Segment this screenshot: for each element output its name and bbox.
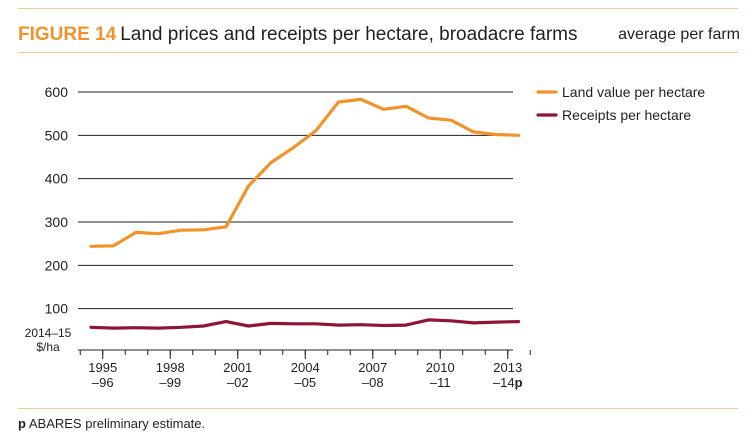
x-tick-label-year-3: 2004 xyxy=(291,360,320,375)
x-tick-label-suffix: p xyxy=(515,375,523,390)
x-tick-label-year-6: 2013 xyxy=(493,360,522,375)
footnote: p ABARES preliminary estimate. xyxy=(18,416,205,431)
x-tick-label-span-0: –96 xyxy=(92,375,114,390)
y-axis-label-period: 2014–15 xyxy=(25,326,72,340)
legend: Land value per hectare Receipts per hecta… xyxy=(536,84,705,123)
series-line-1 xyxy=(89,318,521,330)
x-axis: 1995–961998–992001–022004–052007–082010–… xyxy=(78,349,531,390)
legend-label-0: Land value per hectare xyxy=(562,84,705,100)
x-tick-label-year-2: 2001 xyxy=(223,360,252,375)
x-tick-label-span-2: –02 xyxy=(227,375,249,390)
x-tick-label-year-5: 2010 xyxy=(426,360,455,375)
legend-label-1: Receipts per hectare xyxy=(562,107,691,123)
figure-label: FIGURE 14 xyxy=(18,24,117,45)
series-line-0 xyxy=(89,97,521,248)
x-tick-label-year-4: 2007 xyxy=(358,360,387,375)
figure-title-row: FIGURE 14 Land prices and receipts per he… xyxy=(18,24,740,52)
x-tick-label-year-1: 1998 xyxy=(156,360,185,375)
y-tick-label-400: 400 xyxy=(45,171,69,187)
y-axis-label-unit: $/ha xyxy=(36,340,60,354)
figure-subtitle: average per farm xyxy=(618,26,740,43)
footnote-marker: p xyxy=(18,416,26,431)
title-rule xyxy=(18,52,738,53)
x-tick-label-span-6: –14p xyxy=(493,375,523,390)
x-tick-label-year-0: 1995 xyxy=(88,360,117,375)
series-lines xyxy=(89,97,521,330)
x-tick-label-span-5: –11 xyxy=(430,375,451,390)
line-chart: 100 200 300 400 500 600 2014–15 $/ha 1995–96 1… xyxy=(25,84,706,390)
y-tick-label-600: 600 xyxy=(45,84,69,100)
y-tick-label-100: 100 xyxy=(45,301,69,317)
x-tick-label-span-1: –99 xyxy=(159,375,181,390)
x-tick-label-span-3: –05 xyxy=(294,375,316,390)
top-rule xyxy=(18,8,738,9)
figure-title: Land prices and receipts per hectare, br… xyxy=(120,24,578,45)
grid-lines xyxy=(78,91,513,310)
bottom-rule xyxy=(18,408,738,409)
y-tick-label-500: 500 xyxy=(45,127,69,143)
y-tick-labels: 100 200 300 400 500 600 xyxy=(45,84,69,317)
y-tick-label-200: 200 xyxy=(45,257,69,273)
x-tick-label-span-4: –08 xyxy=(362,375,384,390)
y-tick-label-300: 300 xyxy=(45,214,69,230)
footnote-text: ABARES preliminary estimate. xyxy=(28,416,206,431)
